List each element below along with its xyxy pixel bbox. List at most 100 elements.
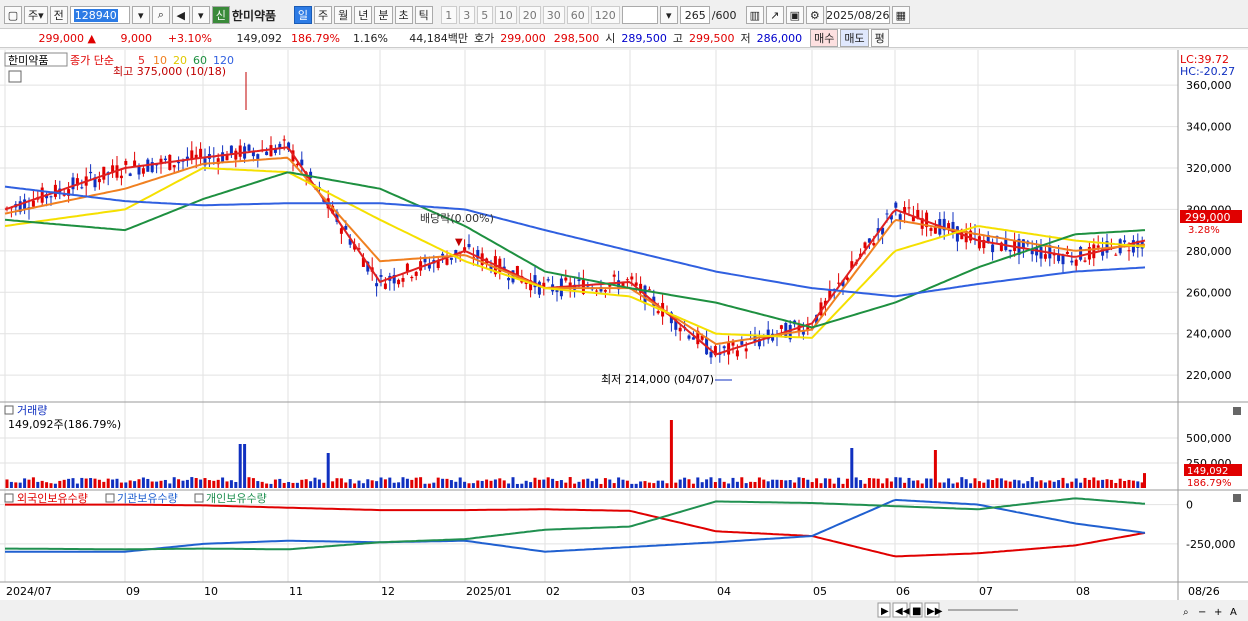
speaker-icon[interactable]: ◀ — [171, 6, 190, 24]
period-button-1[interactable]: 주 — [314, 6, 333, 24]
candle-body — [221, 152, 225, 162]
open: 289,500 — [621, 31, 667, 45]
candle-body — [1127, 250, 1131, 252]
search-icon[interactable]: ⌕ — [151, 6, 170, 24]
volume-bar — [683, 477, 687, 488]
candle-body — [177, 162, 181, 164]
rewind-button[interactable] — [892, 602, 908, 618]
candle-body — [529, 280, 533, 291]
chart-scroll-bar[interactable] — [0, 600, 1248, 621]
candle-body — [225, 154, 229, 161]
holdings-close-icon[interactable] — [1233, 494, 1241, 502]
candle-body — [885, 213, 889, 215]
calendar-icon[interactable]: ▦ — [891, 6, 910, 24]
date-value: 2025/08/26 — [826, 8, 890, 22]
volume-bar — [1118, 478, 1122, 488]
candle-body — [62, 194, 66, 196]
interval-button-10[interactable]: 10 — [494, 6, 517, 24]
volume-bar — [194, 478, 198, 488]
interval-button-60[interactable]: 60 — [566, 6, 589, 24]
volume-bar — [630, 483, 634, 488]
candle-body — [1101, 247, 1105, 256]
period-button-6[interactable]: 틱 — [414, 6, 433, 24]
candle-body — [537, 281, 541, 295]
holdings-panel-icon[interactable] — [4, 493, 14, 503]
candle-body — [282, 139, 286, 141]
period-button-5[interactable]: 초 — [394, 6, 413, 24]
window-icon[interactable]: ▢ — [4, 6, 22, 24]
play-icon: ▶ — [881, 606, 889, 617]
shin-badge[interactable]: 신 — [211, 6, 230, 24]
scroll-right-button[interactable] — [877, 602, 891, 618]
volume-panel-icon[interactable] — [4, 405, 14, 415]
period-button-3[interactable]: 년 — [354, 6, 373, 24]
volume-bar — [1074, 478, 1078, 488]
candle-body — [124, 161, 128, 165]
volume-bar — [467, 483, 471, 488]
candle-body — [889, 215, 893, 220]
volume-bar — [1043, 482, 1047, 488]
volume-last-tag — [1184, 464, 1242, 476]
count-input[interactable]: 265 — [679, 6, 710, 24]
candle-body — [925, 212, 929, 228]
low: 286,000 — [756, 31, 803, 45]
volume-bar — [181, 480, 185, 488]
volume-bar — [810, 482, 814, 488]
volume-bar — [234, 481, 238, 488]
save-icon[interactable]: ▣ — [785, 6, 804, 24]
interval-button-20[interactable]: 20 — [518, 6, 541, 24]
candle-body — [331, 205, 335, 214]
minus-icon[interactable]: − — [1198, 607, 1206, 618]
interval-dropdown-icon[interactable]: ▾ — [659, 6, 678, 24]
holdings-line-0 — [5, 503, 1146, 558]
interval-button-5[interactable]: 5 — [476, 6, 493, 24]
sell-button[interactable]: 매도 — [840, 29, 869, 47]
holdings-retail-icon — [194, 493, 204, 503]
candle-body — [427, 264, 431, 269]
candle-body — [555, 289, 559, 292]
volume-bar — [555, 481, 559, 488]
candle-body — [1105, 241, 1109, 253]
interval-button-120[interactable]: 120 — [590, 6, 620, 24]
period-select[interactable]: 주 ▾ — [24, 6, 48, 24]
date-input[interactable]: 2025/08/26 — [825, 6, 890, 24]
speaker-dropdown-icon[interactable]: ▾ — [191, 6, 210, 24]
volume-close-icon[interactable] — [1233, 407, 1241, 415]
volume-bar — [432, 482, 436, 488]
volume-bar — [339, 478, 343, 488]
candle-body — [467, 244, 471, 248]
candle-body — [586, 285, 590, 287]
avg-button[interactable]: 평 — [870, 29, 889, 47]
code-input[interactable]: 128940 — [69, 6, 130, 24]
interval-button-30[interactable]: 30 — [542, 6, 565, 24]
candle-type-icon[interactable]: ▥ — [745, 6, 764, 24]
interval-input[interactable] — [621, 6, 658, 24]
candle-body — [876, 228, 880, 233]
candle-body — [203, 158, 207, 166]
volume-bar — [867, 478, 871, 488]
candle-body — [102, 166, 106, 180]
table-icon[interactable] — [8, 70, 22, 83]
plus-icon[interactable]: + — [1214, 607, 1222, 618]
period-button-0[interactable]: 일 — [293, 6, 313, 24]
zoom-icon[interactable]: ⌕ — [1183, 607, 1189, 618]
prev-button[interactable]: 전 — [49, 6, 68, 24]
volume-bar — [639, 481, 643, 488]
buy-button[interactable]: 매수 — [810, 29, 839, 47]
dropdown-icon[interactable]: ▾ — [131, 6, 150, 24]
forward-button[interactable] — [924, 602, 940, 618]
volume-bar — [1021, 483, 1025, 488]
volume-bar — [551, 478, 555, 488]
period-button-2[interactable]: 월 — [334, 6, 353, 24]
candle-body — [828, 289, 832, 300]
stop-button[interactable] — [909, 602, 923, 618]
font-icon[interactable]: A — [1230, 607, 1237, 618]
stock-chart[interactable]: 360,000340,000320,000300,000280,000260,0… — [0, 50, 1248, 621]
volume-bar — [111, 479, 115, 488]
interval-button-3[interactable]: 3 — [458, 6, 475, 24]
period-button-4[interactable]: 분 — [374, 6, 393, 24]
interval-button-1[interactable]: 1 — [440, 6, 457, 24]
candle-body — [621, 282, 625, 288]
indicator-icon[interactable]: ↗ — [765, 6, 784, 24]
gear-icon[interactable]: ⚙ — [805, 6, 824, 24]
